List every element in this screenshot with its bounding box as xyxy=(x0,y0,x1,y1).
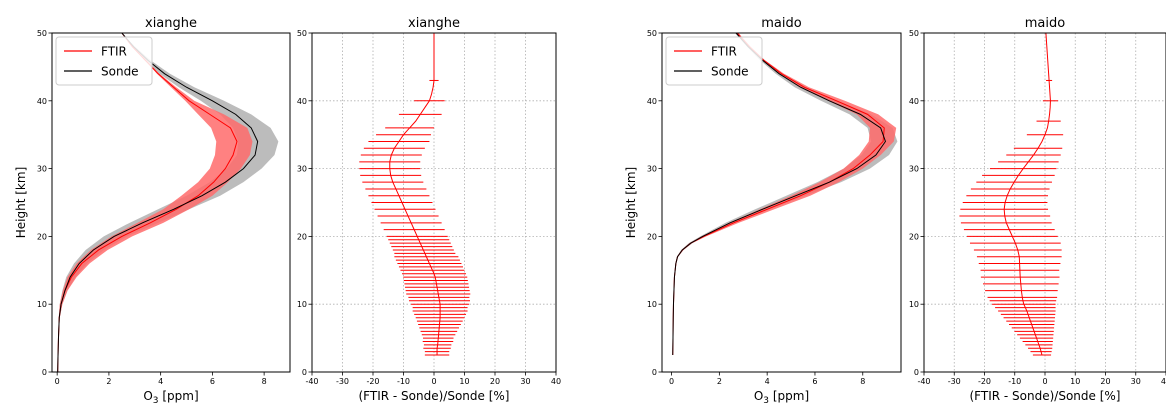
x-tick-label: -20 xyxy=(978,377,991,386)
x-axis-label: O3 [ppm] xyxy=(754,389,809,406)
y-tick-label: 0 xyxy=(302,368,307,377)
panel-3: 0 2 4 6 8 0 10 20 30 40 50 maido O3 [ppm] Height [km]… xyxy=(624,16,902,406)
line-sonde xyxy=(672,33,887,356)
band-ftir xyxy=(57,33,253,372)
line-difference xyxy=(1003,33,1051,356)
x-tick-label: 10 xyxy=(459,377,469,386)
x-tick-label: -30 xyxy=(948,377,961,386)
x-tick-label: 0 xyxy=(1042,377,1047,386)
x-tick-label: -40 xyxy=(305,377,318,386)
x-tick-label: 8 xyxy=(262,377,267,386)
x-tick-label: 10 xyxy=(1070,377,1080,386)
x-tick-label: -10 xyxy=(397,377,410,386)
x-axis-label-sub: 3 xyxy=(153,396,159,406)
y-tick-label: 30 xyxy=(37,165,47,174)
panel-title: maido xyxy=(761,16,801,31)
y-tick-label: 30 xyxy=(647,165,657,174)
x-tick-label: -30 xyxy=(336,377,349,386)
x-axis-label-main: O xyxy=(143,389,152,403)
plot-area xyxy=(359,33,471,356)
x-tick-label: 40 xyxy=(1161,377,1166,386)
x-axis-label-main: O xyxy=(754,389,763,403)
x-axis-label-unit: [ppm] xyxy=(159,389,199,403)
y-tick-label: 50 xyxy=(647,29,657,38)
y-axis-label: Height [km] xyxy=(14,167,28,238)
panel-4: -40 -30 -20 -10 0 10 20 30 40 0 10 20 30 40 50 maido (FT… xyxy=(909,16,1166,403)
y-tick-label: 20 xyxy=(297,232,307,241)
x-tick-label: 40 xyxy=(551,377,561,386)
x-tick-label: 0 xyxy=(55,377,60,386)
x-axis-label: O3 [ppm] xyxy=(143,389,198,406)
y-tick-label: 30 xyxy=(909,165,919,174)
x-axis-label: (FTIR - Sonde)/Sonde [%] xyxy=(359,389,510,403)
y-tick-label: 30 xyxy=(297,165,307,174)
panel-1: 0 2 4 6 8 0 10 20 30 40 50 xianghe O3 [ppm] Height [k… xyxy=(14,16,291,406)
axes-frame xyxy=(51,32,291,373)
y-tick-label: 40 xyxy=(647,97,657,106)
y-tick-label: 10 xyxy=(909,300,919,309)
y-tick-label: 0 xyxy=(914,368,919,377)
y-tick-label: 0 xyxy=(652,368,657,377)
legend-label-sonde: Sonde xyxy=(711,65,749,79)
x-tick-label: -10 xyxy=(1008,377,1021,386)
y-tick-label: 20 xyxy=(647,232,657,241)
x-tick-label: 20 xyxy=(490,377,500,386)
x-axis-label-sub: 3 xyxy=(763,396,769,406)
x-axis-label-unit: [ppm] xyxy=(769,389,809,403)
legend: FTIR Sonde xyxy=(55,36,153,86)
plot-area xyxy=(57,33,279,372)
x-tick-label: 6 xyxy=(812,377,817,386)
y-tick-label: 10 xyxy=(647,300,657,309)
plot-area xyxy=(672,33,898,356)
y-tick-label: 0 xyxy=(42,368,47,377)
plot-area xyxy=(959,33,1064,356)
x-tick-label: 30 xyxy=(1131,377,1141,386)
y-tick-label: 40 xyxy=(909,97,919,106)
axes-frame xyxy=(661,32,902,373)
x-tick-label: 0 xyxy=(431,377,436,386)
y-tick-label: 20 xyxy=(909,232,919,241)
y-tick-label: 50 xyxy=(909,29,919,38)
y-axis-label: Height [km] xyxy=(624,167,638,238)
x-tick-label: -40 xyxy=(917,377,930,386)
y-tick-label: 40 xyxy=(37,97,47,106)
legend: FTIR Sonde xyxy=(665,36,763,86)
x-tick-label: 4 xyxy=(765,377,770,386)
x-tick-label: 20 xyxy=(1100,377,1110,386)
panel-2: -40 -30 -20 -10 0 10 20 30 40 0 10 20 30 40 50 xianghe (… xyxy=(297,16,561,403)
panel-title: maido xyxy=(1025,16,1065,31)
line-difference xyxy=(389,33,441,356)
y-tick-label: 10 xyxy=(297,300,307,309)
y-tick-label: 20 xyxy=(37,232,47,241)
legend-label-ftir: FTIR xyxy=(101,45,127,59)
x-tick-label: 2 xyxy=(717,377,722,386)
x-tick-label: 0 xyxy=(669,377,674,386)
legend-label-sonde: Sonde xyxy=(101,65,139,79)
x-axis-label: (FTIR - Sonde)/Sonde [%] xyxy=(970,389,1121,403)
x-tick-label: 2 xyxy=(106,377,111,386)
x-tick-label: 6 xyxy=(210,377,215,386)
panel-title: xianghe xyxy=(408,16,460,31)
x-tick-label: 30 xyxy=(520,377,530,386)
line-sonde xyxy=(57,33,259,372)
y-tick-label: 10 xyxy=(37,300,47,309)
legend-box xyxy=(55,36,153,86)
x-tick-label: 4 xyxy=(158,377,163,386)
x-tick-label: 8 xyxy=(860,377,865,386)
legend-box xyxy=(665,36,763,86)
y-tick-label: 50 xyxy=(297,29,307,38)
y-tick-label: 50 xyxy=(37,29,47,38)
y-tick-label: 40 xyxy=(297,97,307,106)
panel-title: xianghe xyxy=(145,16,197,31)
x-tick-label: -20 xyxy=(366,377,379,386)
legend-label-ftir: FTIR xyxy=(711,45,737,59)
